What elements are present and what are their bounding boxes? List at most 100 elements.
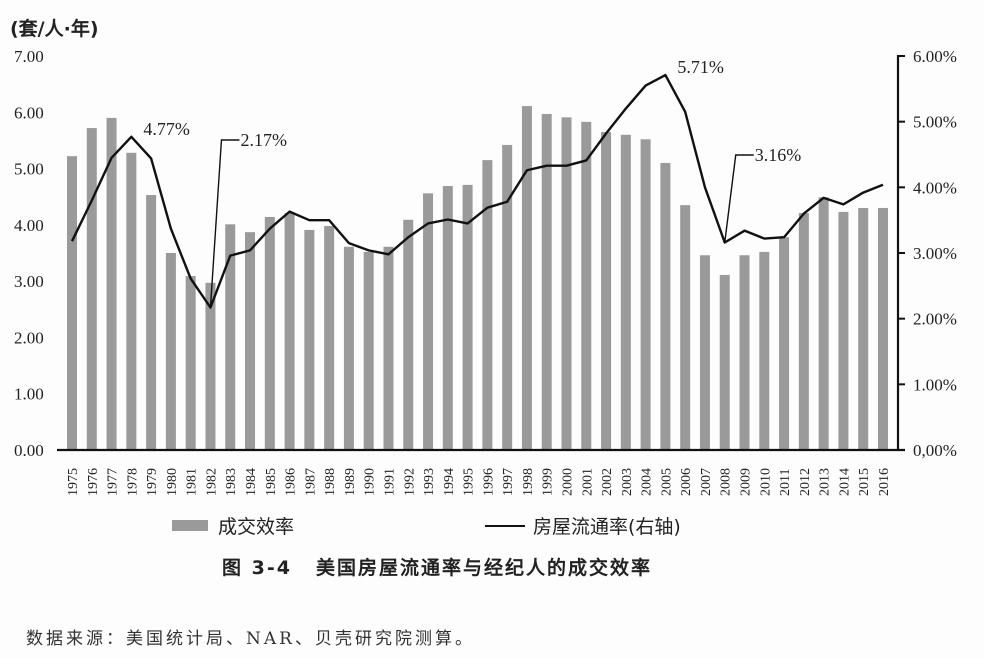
figure-title: 美国房屋流通率与经纪人的成交效率 (315, 557, 652, 579)
right-tick-label: 1.00% (913, 375, 957, 394)
bar (838, 211, 849, 450)
bar (779, 237, 790, 450)
bar (146, 195, 157, 450)
bar (877, 207, 888, 450)
bar (759, 251, 770, 450)
x-tick-label: 1992 (402, 468, 417, 496)
x-tick-label: 2006 (679, 468, 694, 496)
x-tick-label: 1994 (442, 468, 457, 496)
x-tick-label: 2000 (561, 468, 576, 496)
x-tick-label: 1978 (125, 468, 140, 496)
x-tick-label: 2010 (758, 468, 773, 496)
x-tick-label: 1993 (422, 468, 437, 496)
x-tick-label: 2013 (818, 468, 833, 496)
x-tick-label: 1984 (244, 468, 259, 496)
annotation-label: 3.16% (755, 145, 802, 165)
x-tick-label: 1999 (541, 468, 556, 496)
bar (383, 246, 394, 450)
x-tick-label: 1986 (284, 468, 299, 496)
x-tick-label: 2008 (719, 468, 734, 496)
bar (482, 160, 493, 450)
bar (403, 219, 414, 450)
turnover-line (70, 73, 884, 309)
x-tick-label: 2004 (640, 468, 655, 496)
legend-bar-label: 成交效率 (218, 516, 295, 538)
figure-number: 图 3-4 (222, 557, 292, 579)
bar (660, 162, 671, 450)
bar (126, 152, 137, 450)
bar (245, 232, 256, 450)
bar (462, 184, 473, 450)
bar (343, 246, 354, 450)
bar (165, 253, 176, 450)
x-tick-label: 1985 (264, 468, 279, 496)
right-tick-label: 3.00% (913, 244, 957, 263)
x-tick-label: 1989 (343, 468, 358, 496)
x-tick-label: 2012 (798, 468, 813, 496)
x-tick-label: 2005 (659, 468, 674, 496)
left-tick-label: 0.00 (14, 441, 44, 460)
left-tick-label: 1.00 (14, 385, 44, 404)
bar (541, 113, 552, 450)
annotation-label: 2.17% (240, 130, 287, 150)
bar (699, 255, 710, 450)
x-tick-label: 1995 (462, 468, 477, 496)
x-tick-label: 1996 (481, 468, 496, 496)
x-tick-label: 2011 (778, 469, 793, 496)
right-tick-label: 4.00% (913, 178, 957, 197)
x-tick-label: 1979 (145, 468, 160, 496)
right-tick-label: 0,00% (913, 441, 957, 460)
bar (67, 156, 77, 450)
legend-line-label: 房屋流通率(右轴) (533, 516, 681, 538)
x-tick-label: 2009 (739, 468, 754, 496)
left-axis-unit-label: (套/人·年) (10, 18, 99, 40)
bar (185, 276, 196, 450)
x-tick-label: 1977 (106, 468, 121, 496)
x-tick-label: 1982 (204, 468, 219, 496)
bar (739, 255, 750, 450)
left-tick-label: 3.00 (14, 272, 44, 291)
x-axis-labels: 1975 1976 1977 1978 1979 1980 1981 1982 1983 1984… (66, 468, 892, 496)
bar (225, 224, 236, 450)
line-series-turnover-rate (70, 73, 884, 309)
left-axis-ticks: 0.00 1.00 2.00 3.00 4.00 5.00 6.00 7.00 (14, 47, 44, 460)
bar-swatch-icon (172, 520, 208, 531)
left-tick-label: 2.00 (14, 328, 44, 347)
bar (423, 193, 434, 450)
left-tick-label: 7.00 (14, 47, 44, 66)
bar (205, 282, 216, 450)
data-source-note: 数据来源：美国统计局、NAR、贝壳研究院测算。 (26, 629, 475, 649)
x-tick-label: 2002 (600, 468, 615, 496)
x-tick-label: 2015 (857, 468, 872, 496)
annotation-label: 4.77% (143, 119, 190, 139)
right-tick-label: 6.00% (913, 47, 957, 66)
bar (601, 131, 612, 450)
bar (818, 197, 829, 450)
bar (363, 251, 374, 450)
annotation-leader (209, 139, 240, 308)
bar (502, 144, 513, 450)
bar (442, 186, 453, 450)
bar (264, 216, 275, 450)
x-tick-label: 1990 (363, 468, 378, 496)
bar (86, 128, 97, 450)
bar (324, 225, 335, 450)
bar (620, 134, 631, 451)
x-tick-label: 2007 (699, 468, 714, 496)
bar (521, 106, 532, 450)
bar (284, 213, 295, 450)
bar (106, 117, 117, 451)
bar (640, 139, 651, 450)
x-tick-label: 1975 (66, 468, 81, 496)
x-tick-label: 1988 (323, 468, 338, 496)
legend-item-bar: 成交效率 (172, 512, 294, 539)
x-tick-label: 2014 (837, 468, 852, 496)
x-tick-label: 1998 (521, 468, 536, 496)
x-tick-label: 1987 (303, 468, 318, 496)
annotations: 4.77% 2.17% 5.71% 3.16% (143, 57, 802, 308)
x-tick-label: 1983 (224, 468, 239, 496)
left-tick-label: 6.00 (14, 103, 44, 122)
bar (798, 213, 809, 450)
x-tick-label: 1976 (86, 468, 101, 496)
